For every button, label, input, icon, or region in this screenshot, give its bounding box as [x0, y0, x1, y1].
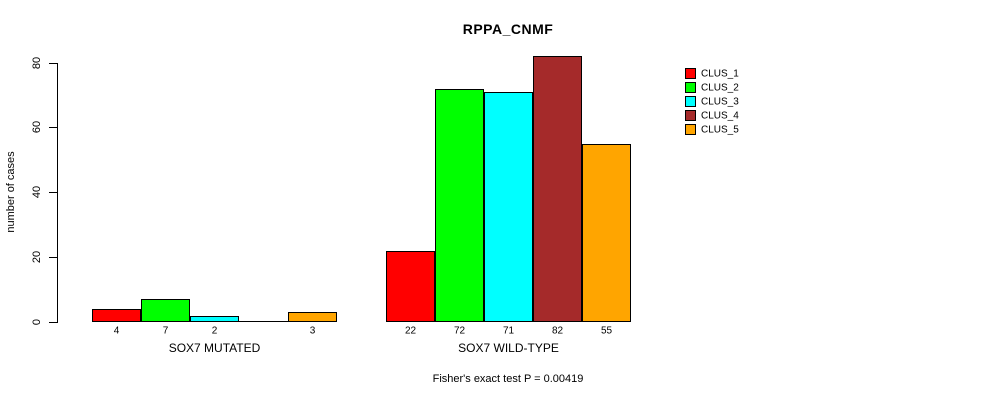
y-tick-mark: [49, 257, 57, 258]
chart-title: RPPA_CNMF: [462, 21, 554, 37]
bar-value-label: 4: [113, 325, 120, 337]
bar-value-label: 3: [309, 325, 316, 337]
legend-swatch-clus_5: [685, 124, 696, 135]
x-category-label: SOX7 WILD-TYPE: [458, 341, 559, 355]
bar-clus_3: [484, 92, 533, 322]
bar-value-label: 22: [404, 325, 417, 337]
y-tick-mark: [49, 63, 57, 64]
bar-clus_4: [533, 56, 582, 322]
y-tick-label: 40: [31, 185, 43, 199]
legend-label-clus_1: CLUS_1: [701, 68, 739, 79]
bar-clus_4-zero: [239, 321, 288, 322]
bar-value-label: 2: [211, 325, 218, 337]
legend-swatch-clus_3: [685, 96, 696, 107]
bar-clus_2: [435, 89, 484, 322]
legend-label-clus_3: CLUS_3: [701, 96, 739, 107]
y-tick-mark: [49, 127, 57, 128]
legend-label-clus_2: CLUS_2: [701, 82, 739, 93]
x-category-label: SOX7 MUTATED: [168, 341, 261, 355]
bar-value-label: 71: [502, 325, 515, 337]
y-tick-label: 0: [31, 318, 43, 326]
y-tick-mark: [49, 192, 57, 193]
y-tick-label: 20: [31, 250, 43, 264]
bar-clus_5: [288, 312, 337, 322]
legend-swatch-clus_1: [685, 68, 696, 79]
stat-caption: Fisher's exact test P = 0.00419: [432, 373, 584, 385]
bar-value-label: 82: [551, 325, 564, 337]
bar-clus_2: [141, 299, 190, 322]
y-tick-mark: [49, 322, 57, 323]
bar-clus_1: [92, 309, 141, 322]
legend-label-clus_5: CLUS_5: [701, 124, 739, 135]
bar-clus_3: [190, 316, 239, 322]
bar-clus_1: [386, 251, 435, 322]
legend-swatch-clus_4: [685, 110, 696, 121]
legend-label-clus_4: CLUS_4: [701, 110, 739, 121]
bar-clus_5: [582, 144, 631, 322]
bar-value-label: 72: [453, 325, 466, 337]
bar-value-label: 55: [600, 325, 613, 337]
bar-value-label: 7: [162, 325, 169, 337]
y-tick-label: 60: [31, 120, 43, 134]
y-tick-label: 80: [31, 56, 43, 70]
y-axis-label: number of cases: [5, 151, 17, 233]
y-axis-line: [57, 63, 58, 323]
legend-swatch-clus_2: [685, 82, 696, 93]
